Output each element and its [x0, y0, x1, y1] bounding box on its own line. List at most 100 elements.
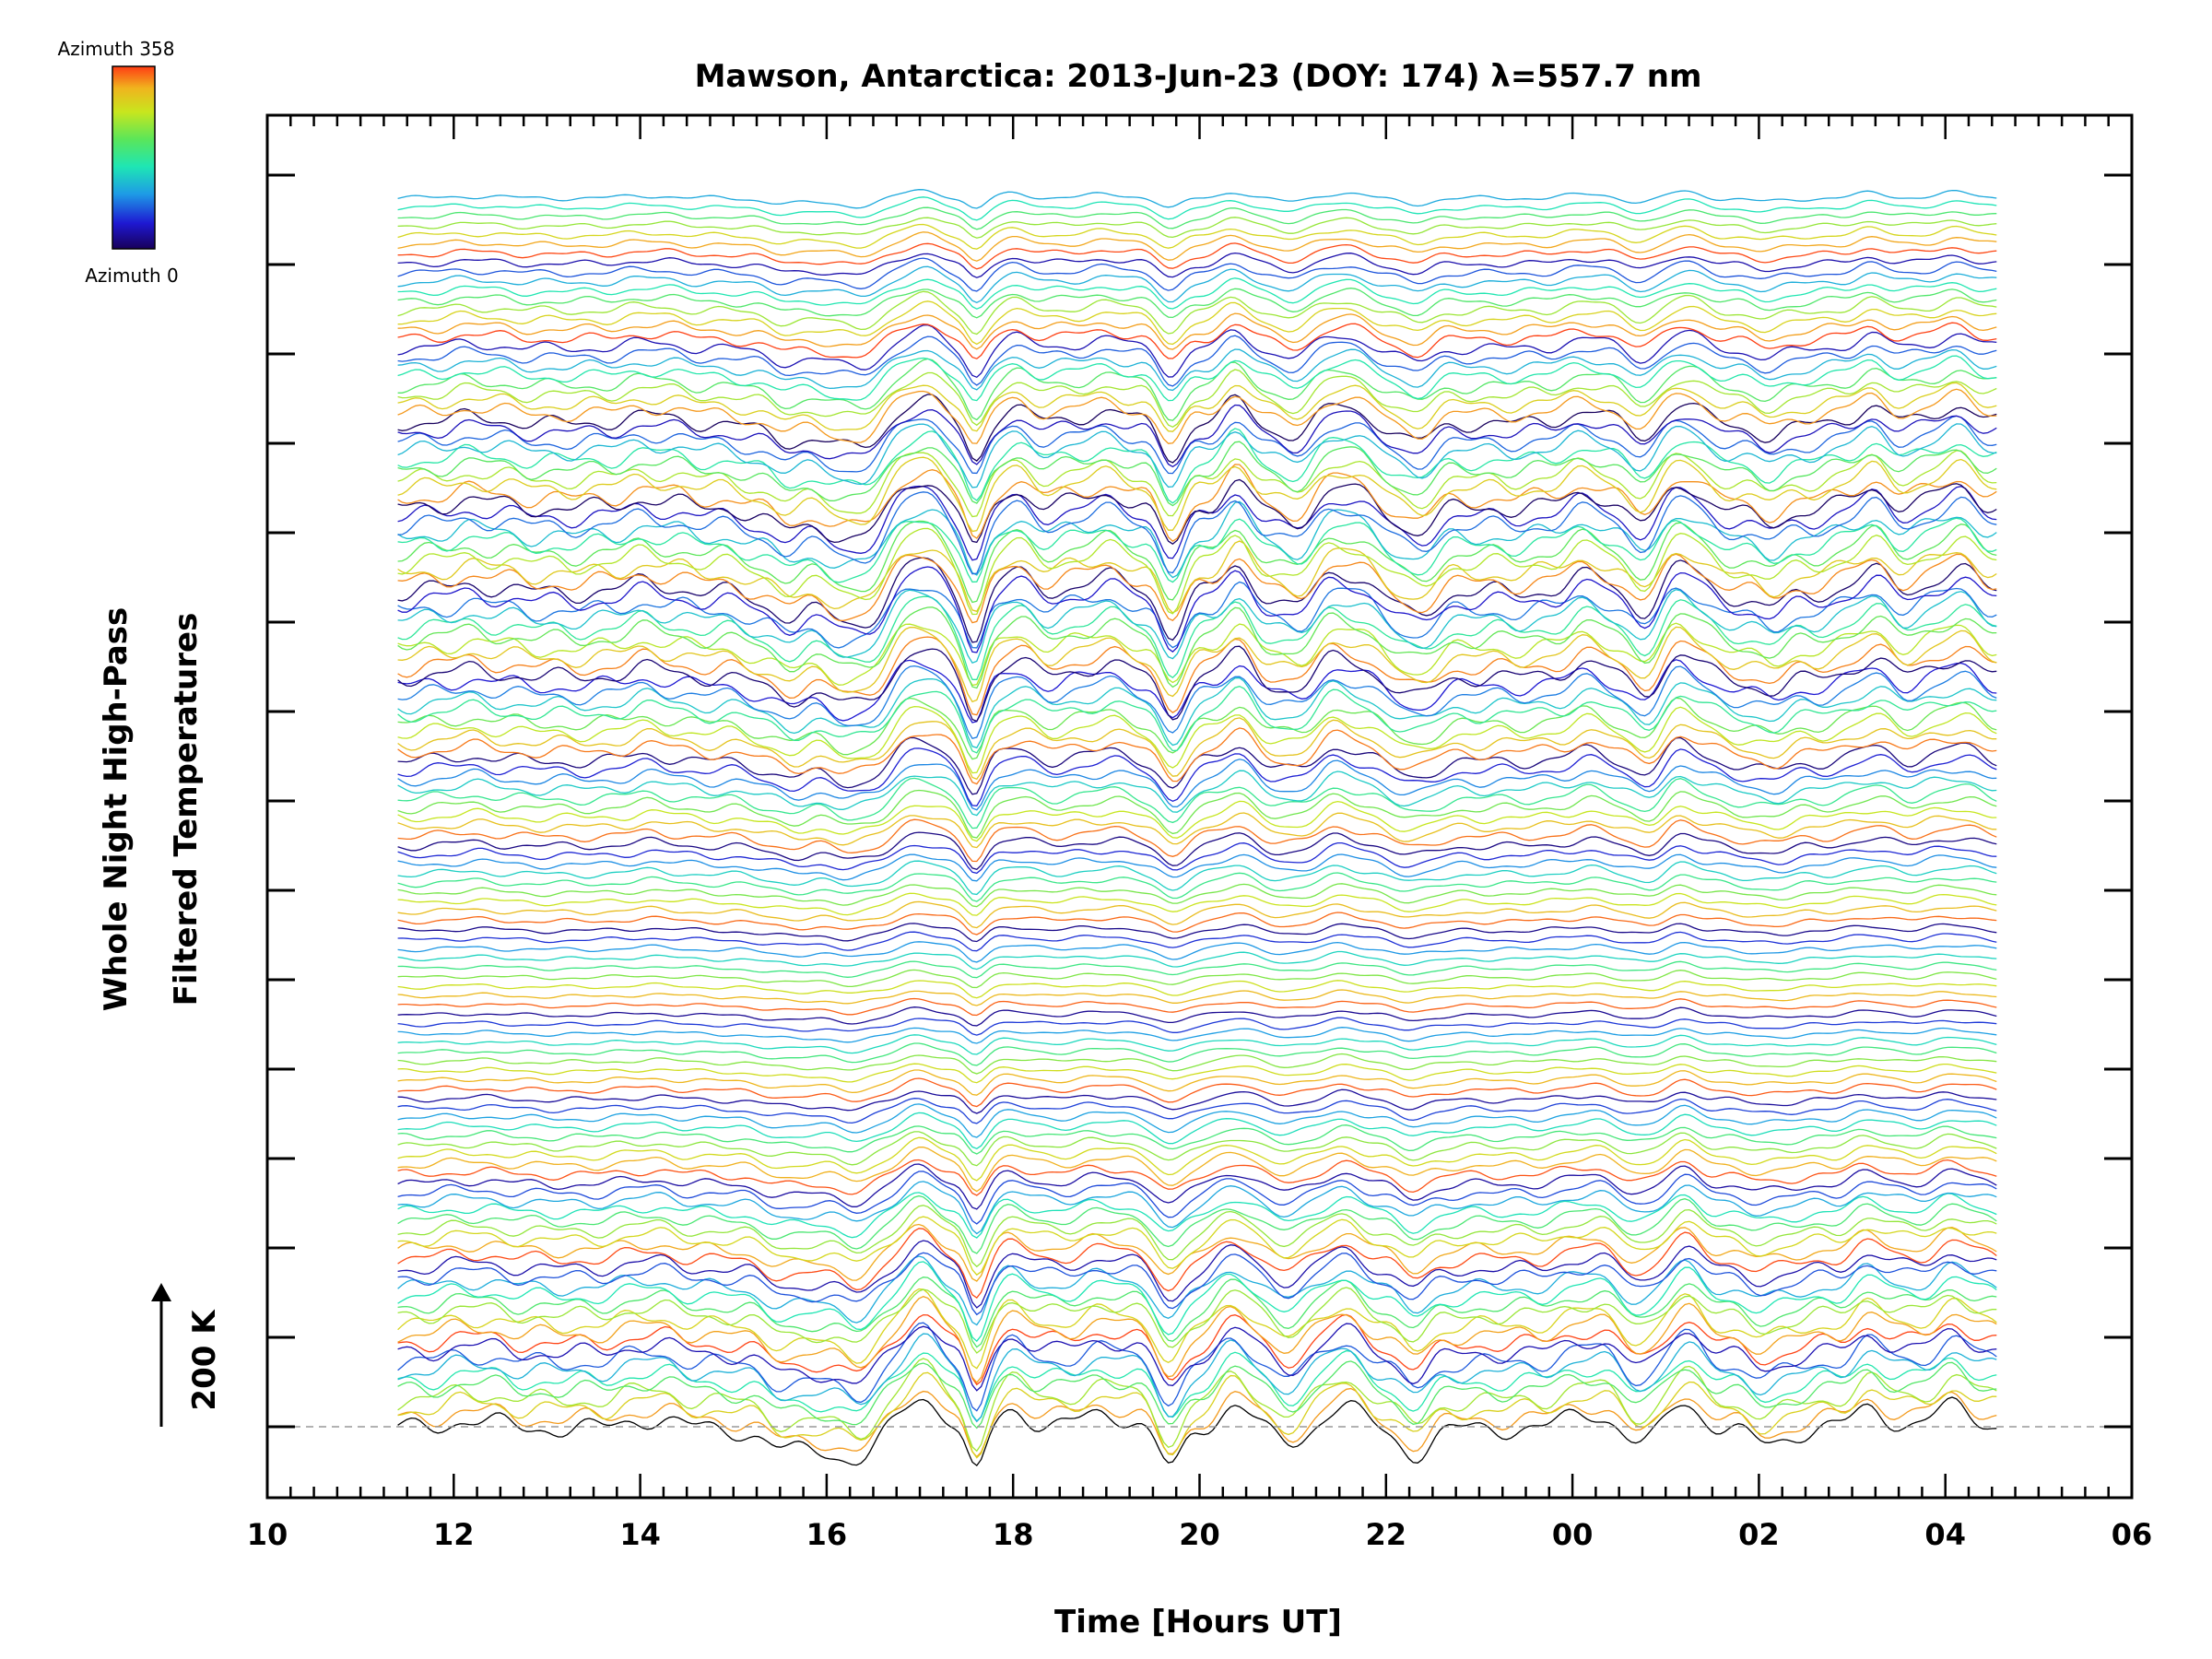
series-line-103: [397, 428, 1997, 504]
series-line-117: [397, 312, 1997, 350]
series-line-95: [397, 500, 1997, 579]
series-line-69: [397, 759, 1997, 811]
series-line-111: [397, 358, 1997, 421]
x-axis-label: Time [Hours UT]: [1054, 1604, 1342, 1641]
series-line-4: [397, 1360, 1997, 1430]
axes-layer: 10 12 14 16 18 20 22 00 02 04 06: [247, 113, 2152, 1552]
series-line-51: [397, 941, 1997, 963]
series-line-44: [397, 1006, 1997, 1027]
series-line-31: [397, 1124, 1997, 1155]
series-line-104: [397, 423, 1997, 488]
series-line-80: [397, 645, 1997, 723]
series-line-110: [397, 369, 1997, 429]
series-line-19: [397, 1223, 1997, 1282]
y-axis-label-line2: Filtered Temperatures: [168, 613, 205, 1006]
x-tick-label: 04: [1924, 1517, 1966, 1552]
series-line-74: [397, 705, 1997, 774]
series-line-85: [397, 595, 1997, 680]
series-line-25: [397, 1171, 1997, 1225]
series-line-91: [397, 540, 1997, 614]
series-line-114: [397, 335, 1997, 387]
series-line-130: [397, 196, 1997, 221]
series-line-78: [397, 665, 1997, 739]
series-line-2: [397, 1371, 1997, 1459]
series-line-52: [397, 931, 1997, 952]
series-line-60: [397, 853, 1997, 882]
series-line-56: [397, 892, 1997, 916]
series-line-87: [397, 581, 1997, 649]
series-line-83: [397, 622, 1997, 687]
series-line-94: [397, 517, 1997, 583]
series-line-8: [397, 1323, 1997, 1392]
series-line-46: [397, 989, 1997, 1006]
series-line-107: [397, 394, 1997, 464]
series-line-34: [397, 1098, 1997, 1124]
series-line-48: [397, 969, 1997, 989]
series-line-6: [397, 1333, 1997, 1423]
series-line-93: [397, 520, 1997, 604]
series-line-38: [397, 1063, 1997, 1084]
series-line-82: [397, 626, 1997, 703]
series-line-86: [397, 589, 1997, 664]
series-line-49: [397, 960, 1997, 979]
series-line-121: [397, 277, 1997, 310]
x-tick-label: 10: [247, 1517, 288, 1552]
series-line-76: [397, 686, 1997, 754]
series-line-96: [397, 491, 1997, 575]
x-tick-label: 02: [1738, 1517, 1780, 1552]
series-line-28: [397, 1146, 1997, 1193]
series-line-16: [397, 1252, 1997, 1316]
series-line-65: [397, 800, 1997, 842]
series-line-26: [397, 1163, 1997, 1210]
series-line-21: [397, 1205, 1997, 1268]
series-line-62: [397, 831, 1997, 871]
series-line-32: [397, 1112, 1997, 1150]
series-line-24: [397, 1181, 1997, 1235]
x-tick-label: 00: [1552, 1517, 1594, 1552]
series-line-15: [397, 1255, 1997, 1326]
series-line-67: [397, 777, 1997, 830]
x-tick-label: 20: [1179, 1517, 1220, 1552]
y-axis-label-line1: Whole Night High-Pass: [98, 607, 135, 1012]
series-line-81: [397, 636, 1997, 716]
series-line-116: [397, 322, 1997, 359]
series-line-20: [397, 1216, 1997, 1277]
series-line-123: [397, 257, 1997, 292]
series-line-92: [397, 527, 1997, 616]
series-line-120: [397, 288, 1997, 319]
series-line-47: [397, 980, 1997, 999]
series-line-126: [397, 231, 1997, 262]
series-line-1: [397, 1387, 1997, 1458]
series-line-58: [397, 872, 1997, 902]
series-line-84: [397, 606, 1997, 689]
series-line-88: [397, 566, 1997, 653]
series-line-72: [397, 727, 1997, 785]
series-line-119: [397, 290, 1997, 335]
series-line-0: [397, 1396, 1997, 1467]
series-line-57: [397, 883, 1997, 908]
series-line-37: [397, 1069, 1997, 1096]
series-line-10: [397, 1295, 1997, 1384]
series-layer: [397, 189, 1997, 1467]
series-line-109: [397, 382, 1997, 432]
series-line-125: [397, 242, 1997, 270]
series-line-11: [397, 1288, 1997, 1370]
series-line-5: [397, 1349, 1997, 1422]
series-line-42: [397, 1027, 1997, 1044]
series-line-41: [397, 1034, 1997, 1055]
series-line-106: [397, 404, 1997, 468]
series-line-100: [397, 456, 1997, 533]
series-line-113: [397, 348, 1997, 392]
series-line-73: [397, 717, 1997, 781]
series-line-61: [397, 841, 1997, 875]
series-line-90: [397, 553, 1997, 624]
series-line-112: [397, 355, 1997, 402]
series-line-68: [397, 770, 1997, 817]
scale-arrow-icon: [151, 1283, 171, 1427]
series-line-39: [397, 1053, 1997, 1075]
series-line-59: [397, 860, 1997, 896]
series-line-99: [397, 464, 1997, 543]
series-line-108: [397, 388, 1997, 444]
x-tick-label: 16: [806, 1517, 848, 1552]
